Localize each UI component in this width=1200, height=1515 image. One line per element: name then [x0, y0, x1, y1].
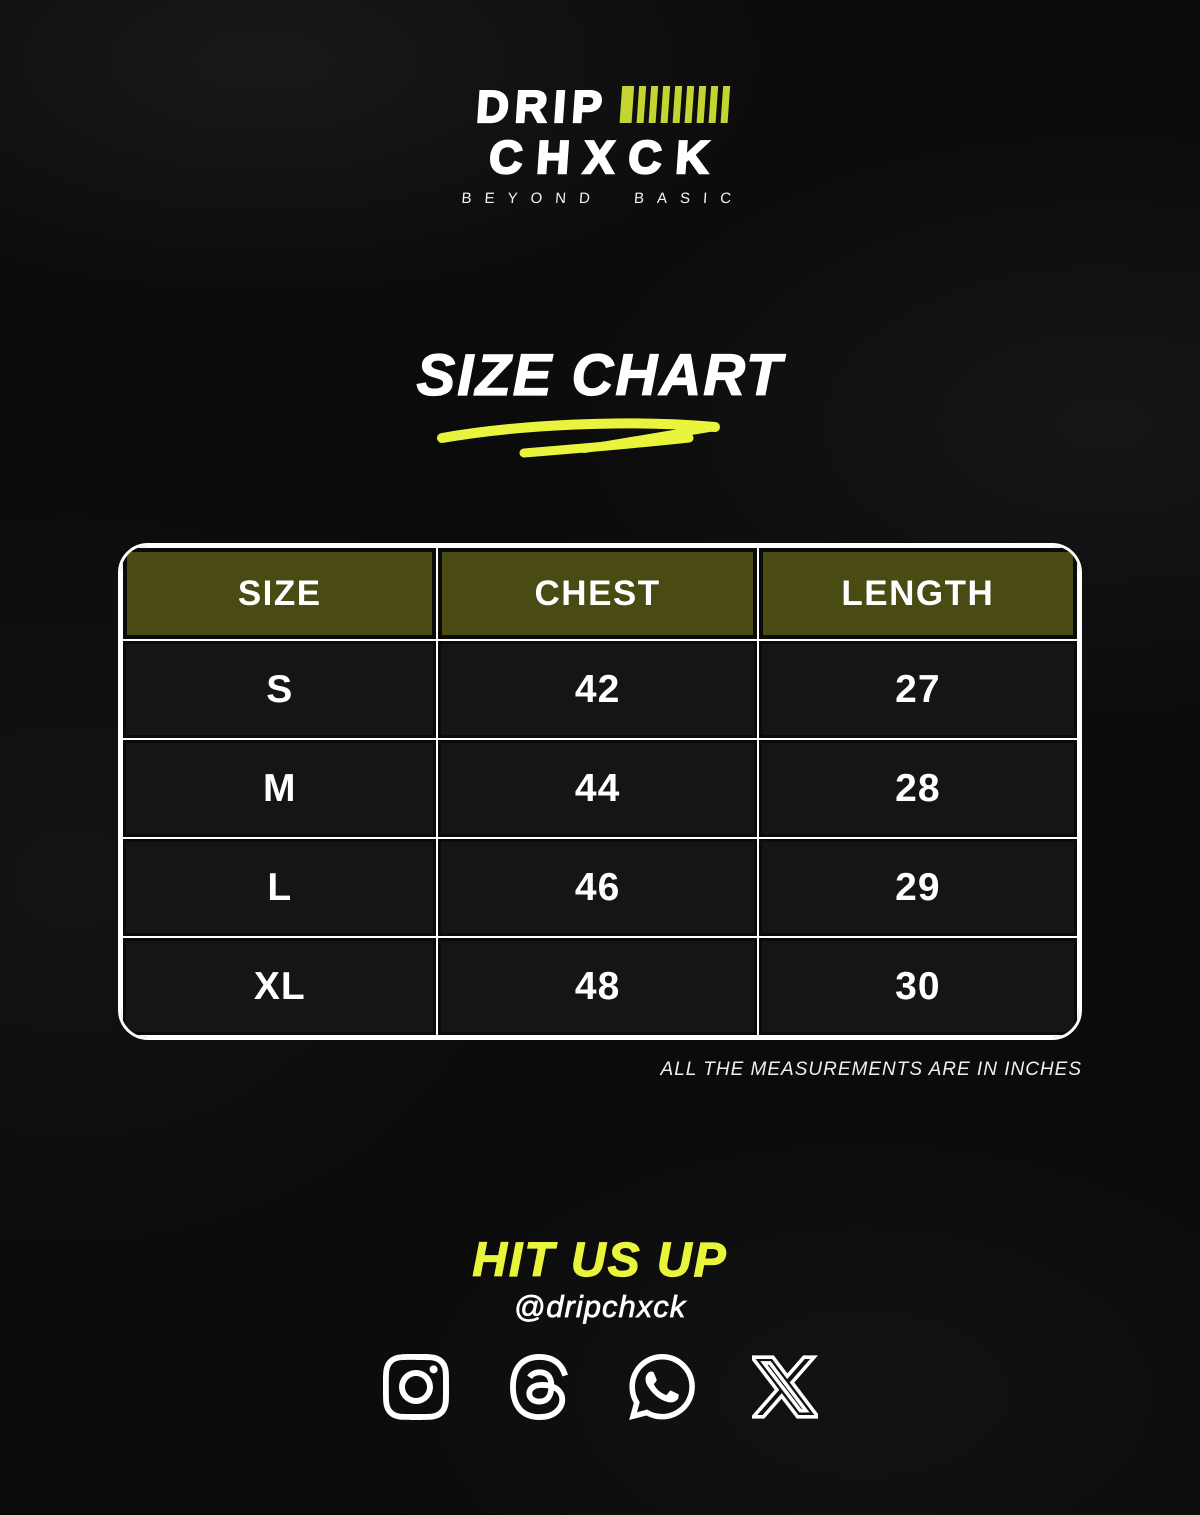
title-block: SIZE CHART — [0, 342, 1200, 459]
social-icons-row — [0, 1354, 1200, 1420]
table-header-row: SIZE CHEST LENGTH — [121, 546, 1079, 641]
cell-length: 29 — [756, 837, 1079, 938]
cell-length: 30 — [756, 936, 1079, 1037]
barcode-icon — [619, 86, 731, 123]
cell-size: L — [121, 837, 439, 938]
threads-icon[interactable] — [506, 1354, 572, 1420]
cell-chest: 48 — [436, 936, 759, 1037]
whatsapp-icon[interactable] — [628, 1354, 695, 1420]
barcode-bar — [636, 86, 647, 123]
underline-squiggle-icon — [437, 418, 720, 458]
barcode-bar — [696, 86, 707, 123]
size-table: SIZE CHEST LENGTH S 42 27 M 44 28 L — [118, 543, 1082, 1040]
col-header-chest: CHEST — [436, 546, 759, 641]
table-row: M 44 28 — [121, 738, 1079, 839]
title-underline — [436, 415, 736, 459]
barcode-bar — [660, 86, 671, 123]
x-icon[interactable] — [751, 1354, 818, 1420]
brand-tagline: BEYOND BASIC — [460, 190, 745, 207]
measurement-note: ALL THE MEASUREMENTS ARE IN INCHES — [660, 1059, 1082, 1080]
barcode-bar — [720, 86, 731, 123]
barcode-bar — [619, 86, 635, 123]
col-header-length: LENGTH — [756, 546, 1079, 641]
barcode-bar — [672, 86, 683, 123]
cell-size: XL — [121, 936, 439, 1037]
social-handle: @dripchxck — [513, 1289, 687, 1325]
brand-wordmark-line1: DRIP — [474, 80, 611, 133]
cell-size: S — [121, 639, 439, 740]
cell-chest: 42 — [436, 639, 759, 740]
size-table-grid: SIZE CHEST LENGTH S 42 27 M 44 28 L — [121, 546, 1079, 1037]
brand-wordmark-line2: CHXCK — [486, 130, 726, 184]
cell-length: 28 — [756, 738, 1079, 839]
instagram-icon[interactable] — [382, 1354, 449, 1420]
barcode-bar — [684, 86, 695, 123]
brand-logo-row: DRIP — [1, 80, 1200, 133]
cell-length: 27 — [756, 639, 1079, 740]
cell-chest: 46 — [436, 837, 759, 938]
table-row: L 46 29 — [121, 837, 1079, 938]
page-title: SIZE CHART — [416, 342, 784, 408]
barcode-bar — [648, 86, 659, 123]
barcode-bar — [708, 86, 719, 123]
cell-chest: 44 — [436, 738, 759, 839]
cell-size: M — [121, 738, 439, 839]
brand-logo: DRIP CHXCK BEYOND BASIC — [0, 80, 1200, 207]
col-header-size: SIZE — [121, 546, 439, 641]
table-row: S 42 27 — [121, 639, 1079, 740]
table-row: XL 48 30 — [121, 936, 1079, 1037]
cta-text: HIT US UP — [472, 1233, 728, 1287]
